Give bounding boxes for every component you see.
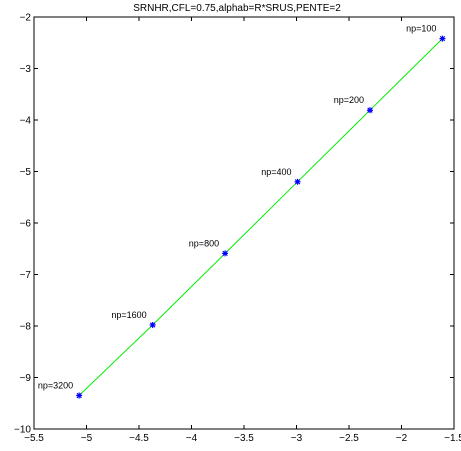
y-tick-label: −4	[20, 116, 32, 127]
point-label: np=800	[189, 238, 219, 248]
point-label: np=100	[406, 24, 436, 34]
data-point-marker	[149, 321, 156, 328]
data-point-marker	[222, 250, 229, 257]
plot-area	[33, 16, 455, 430]
y-axis: −10 −9 −8 −7 −6 −5 −4 −3 −2	[14, 13, 454, 436]
data-point-marker	[439, 35, 446, 42]
y-tick-label: −3	[20, 64, 32, 75]
x-tick-label: −5.5	[24, 433, 44, 444]
x-tick-label: −4	[186, 433, 198, 444]
point-label: np=3200	[38, 381, 73, 391]
y-tick-label: −7	[20, 270, 32, 281]
x-tick-label: −1.5	[444, 433, 461, 444]
point-label: np=400	[261, 167, 291, 177]
marker-layer	[76, 35, 446, 399]
series-layer	[78, 38, 443, 396]
y-tick-label: −2	[20, 13, 32, 24]
y-tick-label: −5	[20, 167, 32, 178]
x-tick-label: −3	[291, 433, 303, 444]
point-label: np=200	[334, 95, 364, 105]
point-label: np=1600	[111, 310, 146, 320]
y-tick-label: −10	[14, 425, 31, 436]
x-tick-label: −4.5	[129, 433, 149, 444]
data-point-marker	[367, 107, 373, 114]
y-tick-label: −8	[20, 322, 32, 333]
y-tick-label: −9	[20, 373, 32, 384]
x-axis: −5.5 −5 −4.5 −4 −3.5 −3 −2.5 −2 −1.5	[24, 17, 461, 444]
point-label-layer: np=3200 np=1600 np=800 np=400 np=200 np=100	[38, 24, 437, 391]
y-tick-label: −6	[20, 219, 32, 230]
chart-title: SRNHR,CFL=0.75,alphab=R*SRUS,PENTE=2	[133, 3, 341, 14]
x-tick-label: −3.5	[234, 433, 254, 444]
x-tick-label: −2	[396, 433, 408, 444]
data-point-marker	[294, 178, 301, 185]
x-tick-label: −5	[81, 433, 93, 444]
series-line	[78, 38, 443, 396]
x-tick-label: −2.5	[339, 433, 359, 444]
data-point-marker	[76, 392, 83, 399]
